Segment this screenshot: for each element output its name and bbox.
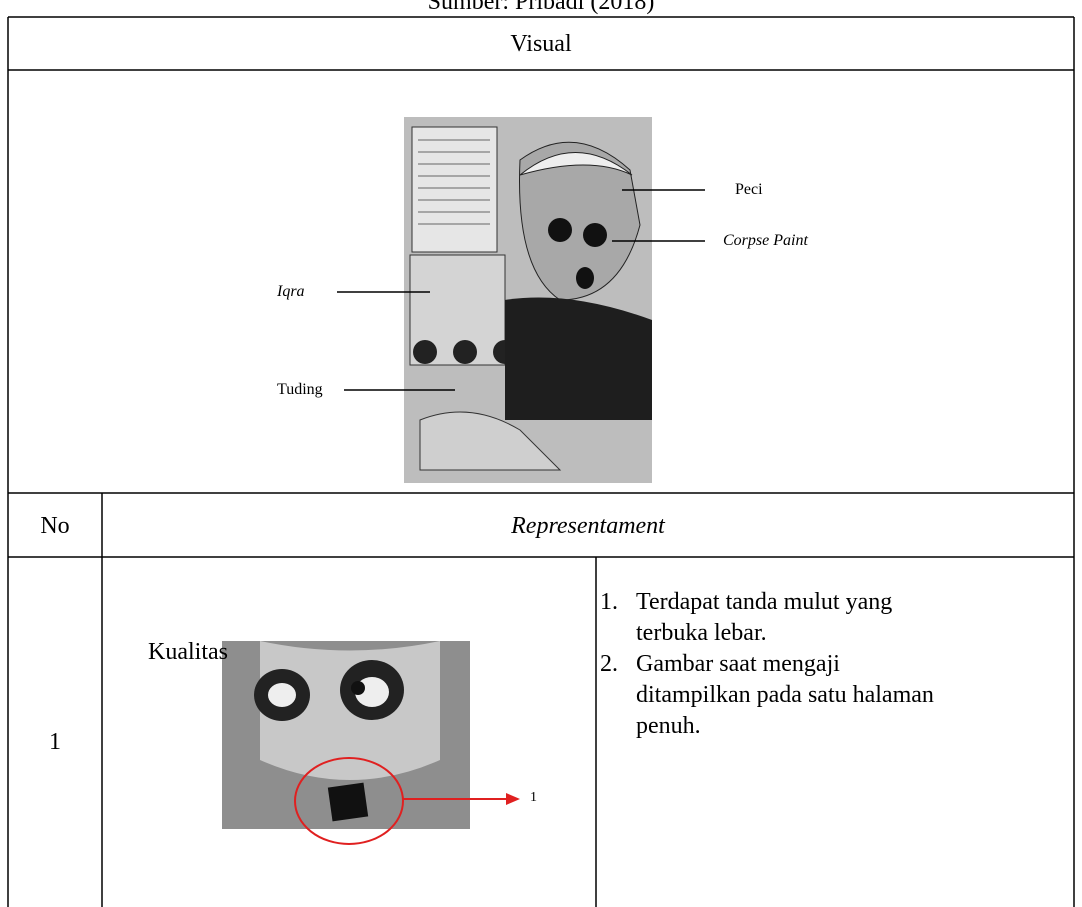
shirt bbox=[505, 297, 652, 420]
face bbox=[519, 141, 641, 301]
hand bbox=[419, 411, 562, 471]
label-lines bbox=[337, 189, 705, 391]
category: Kualitas bbox=[148, 639, 228, 665]
closeup-mouth bbox=[327, 782, 369, 822]
row-number: 1 bbox=[49, 729, 61, 755]
eye bbox=[548, 218, 572, 242]
figure-label: Corpse Paint bbox=[723, 232, 808, 249]
figure-label: Peci bbox=[735, 181, 763, 198]
mouth bbox=[576, 267, 594, 289]
list-number: 2. bbox=[600, 651, 618, 677]
list-number: 1. bbox=[600, 589, 618, 615]
text-panel bbox=[411, 126, 498, 253]
closeup-eye-white bbox=[268, 683, 296, 707]
list-text: Terdapat tanda mulut yang bbox=[636, 589, 893, 615]
list-text: penuh. bbox=[636, 713, 701, 739]
list-text: Gambar saat mengaji bbox=[636, 651, 840, 677]
visual-header: Visual bbox=[510, 31, 572, 57]
column-header: No bbox=[40, 513, 70, 539]
figure-label: Tuding bbox=[277, 381, 323, 398]
table-borders bbox=[7, 16, 1075, 907]
highlight-ellipse bbox=[294, 757, 404, 845]
dot bbox=[413, 340, 437, 364]
arrow-head bbox=[506, 793, 520, 805]
face-closeup-image bbox=[222, 641, 520, 845]
caption: Sumber: Pribadi (2018) bbox=[427, 0, 655, 15]
closeup-pupil bbox=[351, 681, 365, 695]
column-header: Representament bbox=[511, 513, 665, 539]
dot bbox=[453, 340, 477, 364]
comic-page-image bbox=[404, 117, 652, 483]
peci-cap bbox=[519, 152, 633, 176]
panel-text-lines bbox=[418, 139, 490, 225]
eye bbox=[583, 223, 607, 247]
callout-label: 1 bbox=[530, 790, 537, 805]
list-text: ditampilkan pada satu halaman bbox=[636, 682, 934, 708]
list-text: terbuka lebar. bbox=[636, 620, 767, 646]
figure-label: Iqra bbox=[277, 283, 305, 300]
